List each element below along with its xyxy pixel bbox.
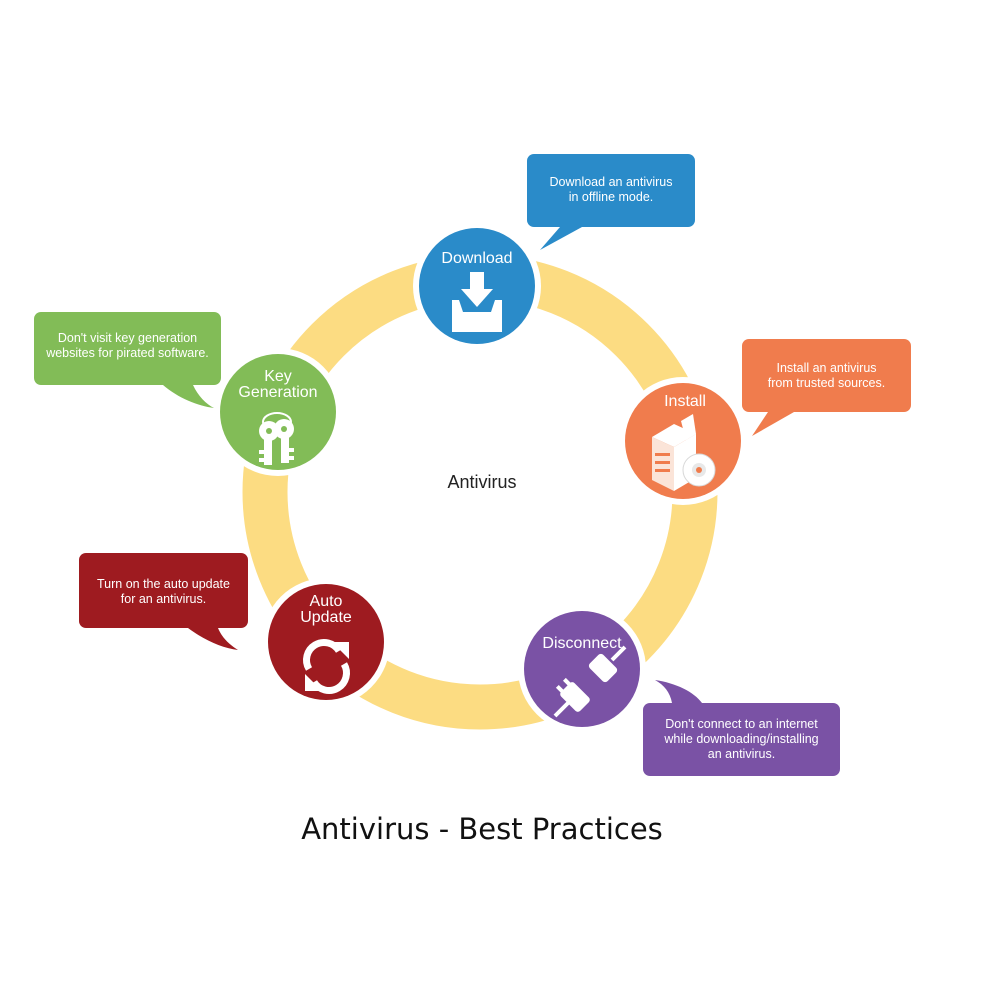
tip-bubble-install — [742, 339, 911, 436]
step-label-auto-update: Auto Update — [300, 593, 352, 626]
tip-bubble-auto-update — [79, 553, 248, 650]
unplugged-cable-icon — [553, 645, 627, 718]
tip-text-download: Download an antivirus in offline mode. — [549, 175, 673, 204]
step-node-key-generation[interactable] — [214, 348, 342, 476]
tip-text-auto-update: Turn on the auto update for an antivirus… — [97, 577, 230, 606]
tip-text-key-generation: Don't visit key generation websites for … — [46, 331, 209, 360]
download-tray-icon — [452, 272, 502, 332]
step-node-disconnect[interactable] — [518, 605, 646, 733]
refresh-arrows-icon — [303, 639, 350, 694]
step-label-install: Install — [664, 393, 706, 410]
software-box-disc-icon — [652, 414, 716, 491]
tip-text-disconnect: Don't connect to an internet while downl… — [664, 717, 819, 761]
step-label-key-generation: Key Generation — [238, 368, 318, 401]
page-title: Antivirus - Best Practices — [301, 812, 663, 846]
tip-text-install: Install an antivirus from trusted source… — [767, 361, 886, 390]
step-label-disconnect: Disconnect — [542, 635, 622, 652]
step-label-download: Download — [441, 250, 513, 267]
tip-bubble-download — [527, 154, 695, 250]
keys-icon — [259, 412, 294, 465]
tip-bubble-key-generation — [34, 312, 221, 408]
center-label: Antivirus — [447, 472, 517, 492]
tip-bubble-disconnect — [643, 680, 840, 776]
